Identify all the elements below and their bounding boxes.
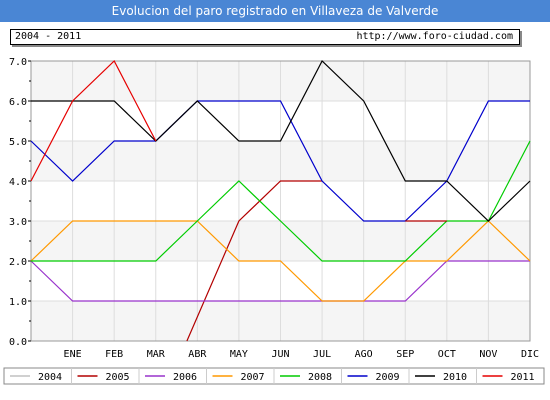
source-url: http://www.foro-ciudad.com xyxy=(356,31,513,42)
x-tick-label: SEP xyxy=(396,349,414,360)
period-label: 2004 - 2011 xyxy=(15,31,82,42)
x-tick-label: OCT xyxy=(438,349,456,360)
x-tick-label: JUN xyxy=(271,349,289,360)
series-line-2011 xyxy=(30,60,157,182)
series-line-2010 xyxy=(31,60,531,222)
legend-label: 2005 xyxy=(106,372,130,383)
x-tick-label: MAY xyxy=(230,349,248,360)
x-tick-label: ENE xyxy=(64,349,82,360)
info-box: 2004 - 2011 http://www.foro-ciudad.com xyxy=(10,29,520,45)
y-tick-label: 3.0 xyxy=(9,217,27,228)
y-tick-label: 6.0 xyxy=(9,97,27,108)
x-tick-label: JUL xyxy=(313,349,331,360)
x-tick-label: NOV xyxy=(479,349,497,360)
legend-label: 2007 xyxy=(241,372,265,383)
x-tick-label: MAR xyxy=(147,349,166,360)
legend-label: 2009 xyxy=(376,372,400,383)
y-tick-label: 5.0 xyxy=(9,137,27,148)
x-tick-label: ABR xyxy=(188,349,207,360)
y-tick-label: 2.0 xyxy=(9,257,27,268)
series-line-2007 xyxy=(30,220,531,302)
x-tick-label: AGO xyxy=(355,349,373,360)
y-tick-label: 4.0 xyxy=(9,177,27,188)
legend-label: 2010 xyxy=(443,372,467,383)
y-tick-label: 0.0 xyxy=(9,337,27,348)
legend-label: 2004 xyxy=(38,372,62,383)
legend-label: 2006 xyxy=(173,372,197,383)
x-tick-label: FEB xyxy=(105,349,123,360)
legend-label: 2011 xyxy=(511,372,535,383)
y-tick-label: 1.0 xyxy=(9,297,27,308)
legend-label: 2008 xyxy=(308,372,332,383)
chart-title: Evolucion del paro registrado en Villave… xyxy=(0,0,550,22)
y-tick-label: 7.0 xyxy=(9,57,27,68)
x-tick-label: DIC xyxy=(521,349,539,360)
